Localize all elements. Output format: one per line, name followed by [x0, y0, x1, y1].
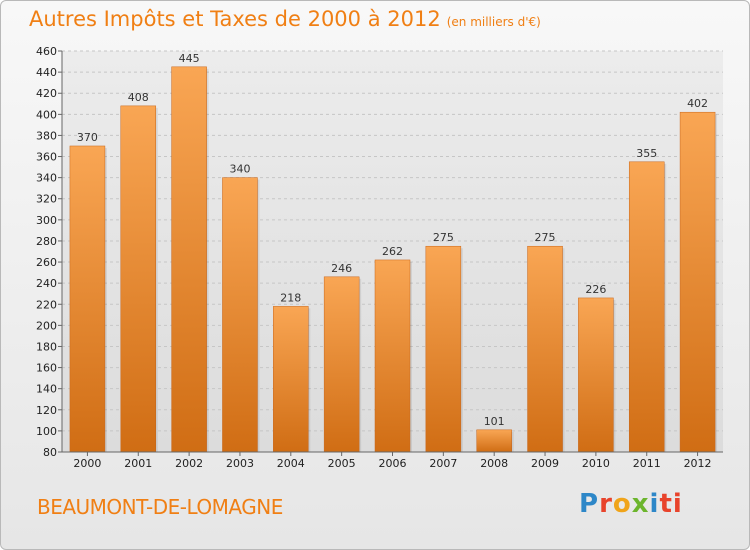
bar-shadow [410, 261, 412, 452]
bar-shadow [104, 147, 107, 452]
value-label-2004: 218 [280, 291, 301, 304]
x-tick-label-2007: 2007 [429, 457, 457, 470]
bar-2012 [679, 111, 716, 453]
y-tick-label: 120 [36, 404, 57, 417]
bar-shadow [562, 248, 565, 452]
bar-shadow [308, 308, 311, 452]
y-tick-label: 300 [36, 214, 57, 227]
value-labels: 370 408 445 340 218 246 262 275 101 275 226 355 402 [77, 52, 708, 428]
value-label-2002: 445 [179, 52, 200, 65]
x-tick-label-2008: 2008 [480, 457, 508, 470]
value-label-2005: 246 [331, 262, 352, 275]
x-tick-label-2001: 2001 [124, 457, 152, 470]
value-label-2001: 408 [128, 91, 149, 104]
y-axis: 80 100 120 140 160 180 200 220 240 260 280 300 320 34… [36, 45, 63, 459]
bar-2004 [273, 306, 309, 453]
x-tick-label-2009: 2009 [531, 457, 559, 470]
bar-shadow [155, 107, 158, 452]
chart-title: Autres Impôts et Taxes de 2000 à 2012 (en… [29, 7, 541, 31]
y-tick-label: 440 [36, 66, 57, 79]
bar-2011 [628, 161, 665, 453]
bar-shadow [460, 248, 463, 452]
bar-2003 [222, 177, 258, 453]
value-label-2008: 101 [484, 415, 505, 428]
y-tick-label: 360 [36, 151, 57, 164]
bar-shadow [206, 68, 209, 452]
y-tick-label: 140 [36, 383, 57, 396]
x-tick-label-2006: 2006 [379, 457, 407, 470]
value-label-2009: 275 [535, 231, 556, 244]
logo-letter: P [579, 489, 600, 519]
logo-letter: ti [659, 489, 683, 519]
bar-2001 [120, 105, 157, 453]
logo-letter: x [631, 489, 650, 519]
value-label-2003: 340 [229, 163, 250, 176]
x-tick-label-2003: 2003 [226, 457, 254, 470]
y-tick-label: 400 [36, 108, 57, 121]
bar-shadow [257, 179, 260, 452]
y-tick-label: 340 [36, 172, 57, 185]
value-label-2007: 275 [433, 231, 454, 244]
y-tick-label: 160 [36, 362, 57, 375]
bar-shadow [613, 299, 616, 452]
value-label-2012: 402 [687, 97, 708, 110]
bar-2005 [323, 276, 360, 453]
bar-2007 [425, 245, 462, 453]
x-tick-label-2010: 2010 [582, 457, 610, 470]
logo-letter: i [649, 489, 660, 519]
commune-name: BEAUMONT-DE-LOMAGNE [37, 495, 283, 519]
y-tick-label: 220 [36, 298, 57, 311]
chart-title-text: Autres Impôts et Taxes de 2000 à 2012 [29, 7, 441, 31]
bar-shadow [715, 114, 718, 452]
value-label-2006: 262 [382, 245, 403, 258]
bar-shadow [359, 278, 362, 452]
value-label-2000: 370 [77, 131, 98, 144]
bar-2010 [578, 297, 614, 453]
y-tick-label: 460 [36, 45, 57, 58]
bar-2006 [374, 259, 411, 453]
x-axis: 2000 2001 2002 2003 2004 2005 2006 2007 2008 2009… [62, 451, 723, 470]
logo-letter: o [612, 489, 632, 519]
x-tick-label-2002: 2002 [175, 457, 203, 470]
bar-2009 [527, 245, 563, 453]
bar-shadow [664, 163, 667, 453]
bar-2002 [171, 66, 207, 453]
value-label-2011: 355 [636, 147, 657, 160]
y-tick-label: 100 [36, 425, 57, 438]
value-label-2010: 226 [585, 283, 606, 296]
bar-shadow [511, 431, 514, 452]
logo-letter: r [599, 489, 613, 519]
y-tick-label: 80 [43, 446, 57, 459]
x-tick-label-2000: 2000 [73, 457, 101, 470]
y-tick-label: 420 [36, 87, 57, 100]
y-tick-label: 200 [36, 319, 57, 332]
proxiti-logo: Proxiti [579, 489, 683, 519]
bars [69, 66, 718, 453]
x-tick-label-2005: 2005 [328, 457, 356, 470]
bar-2000 [69, 145, 106, 453]
y-tick-label: 320 [36, 193, 57, 206]
y-tick-label: 380 [36, 129, 57, 142]
chart-subtitle: (en milliers d'€) [446, 15, 541, 29]
bar-2008 [476, 429, 512, 453]
x-tick-label-2012: 2012 [684, 457, 712, 470]
y-tick-label: 280 [36, 235, 57, 248]
y-tick-label: 180 [36, 340, 57, 353]
x-tick-label-2011: 2011 [633, 457, 661, 470]
y-tick-label: 260 [36, 256, 57, 269]
y-tick-label: 240 [36, 277, 57, 290]
x-tick-label-2004: 2004 [277, 457, 305, 470]
